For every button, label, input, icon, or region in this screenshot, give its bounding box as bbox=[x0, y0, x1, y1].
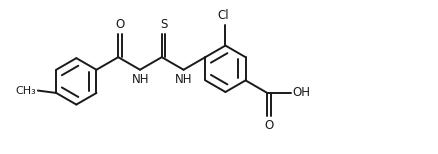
Text: OH: OH bbox=[293, 86, 311, 99]
Text: Cl: Cl bbox=[217, 9, 229, 22]
Text: NH: NH bbox=[175, 73, 193, 86]
Text: NH: NH bbox=[132, 73, 149, 86]
Text: O: O bbox=[264, 119, 273, 132]
Text: CH₃: CH₃ bbox=[15, 85, 36, 95]
Text: S: S bbox=[160, 18, 167, 31]
Text: O: O bbox=[115, 18, 124, 31]
